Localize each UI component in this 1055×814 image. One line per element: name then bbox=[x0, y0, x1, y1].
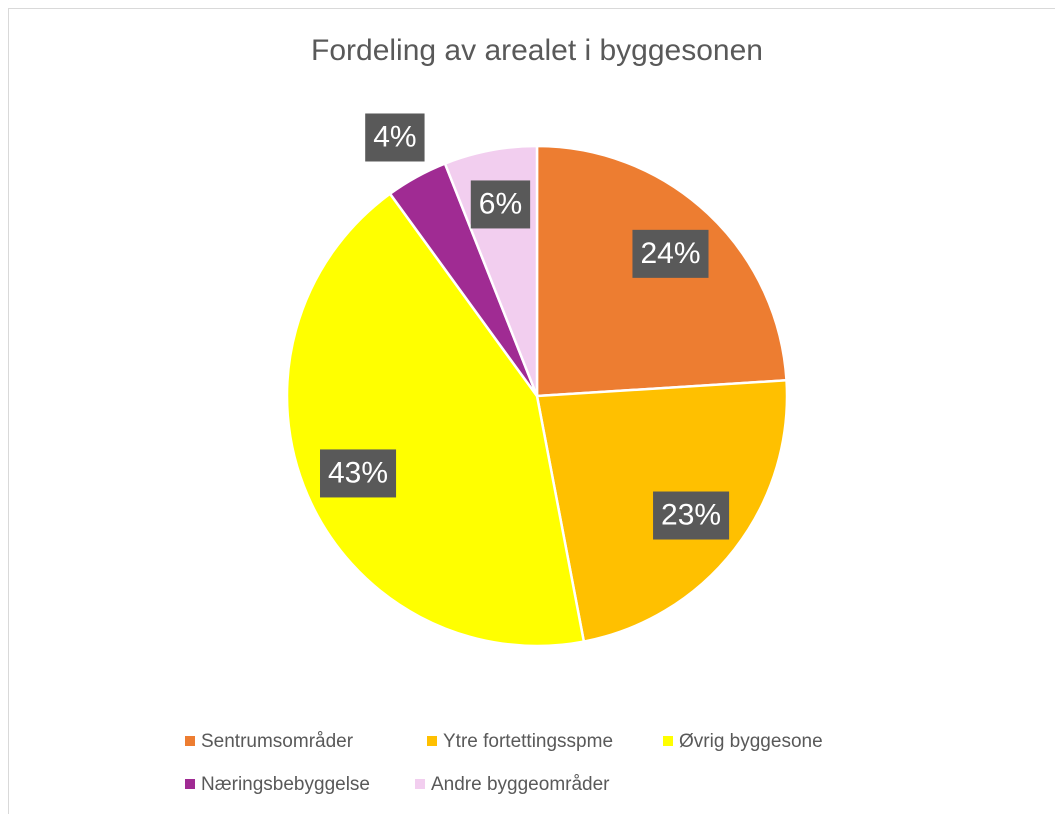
legend-swatch bbox=[185, 736, 195, 746]
data-label-box bbox=[632, 229, 709, 278]
legend-swatch bbox=[663, 736, 673, 746]
legend-label: Sentrumsområder bbox=[201, 731, 354, 752]
data-label-box bbox=[320, 449, 397, 498]
data-label: 23% bbox=[661, 498, 721, 531]
data-label-box bbox=[365, 113, 425, 162]
data-label: 43% bbox=[328, 456, 388, 489]
legend-swatch bbox=[415, 779, 425, 789]
data-label-box bbox=[470, 180, 531, 229]
data-label: 6% bbox=[479, 187, 522, 220]
data-label-box bbox=[653, 491, 730, 540]
legend-label: Næringsbebyggelse bbox=[201, 774, 370, 795]
legend-label: Ytre fortettingsspme bbox=[443, 731, 613, 752]
legend-label: Øvrig byggesone bbox=[679, 731, 823, 752]
data-label: 4% bbox=[373, 120, 416, 153]
pie-slice bbox=[285, 191, 586, 648]
data-label: 24% bbox=[640, 237, 700, 270]
legend-label: Andre byggeområder bbox=[431, 774, 610, 795]
chart-title: Fordeling av arealet i byggesonen bbox=[311, 34, 763, 67]
legend-swatch bbox=[427, 736, 437, 746]
legend-swatch bbox=[185, 779, 195, 789]
